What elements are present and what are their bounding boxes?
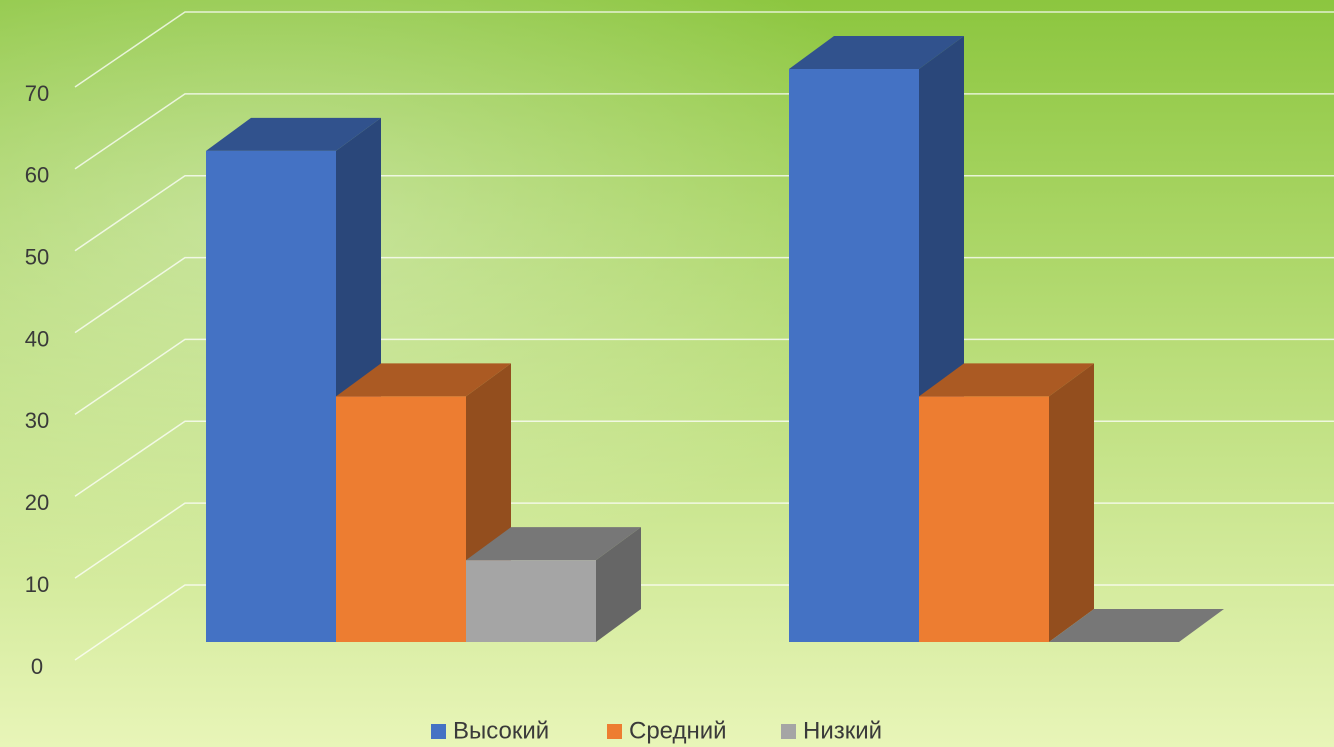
y-tick-label: 50 xyxy=(25,245,49,270)
y-tick-label: 60 xyxy=(25,163,49,188)
legend-swatch xyxy=(431,724,446,739)
bar xyxy=(919,396,1049,642)
bar-side xyxy=(1049,363,1094,642)
legend-swatch xyxy=(607,724,622,739)
bar xyxy=(336,396,466,642)
y-tick-label: 40 xyxy=(25,326,49,351)
legend-label: Низкий xyxy=(803,717,882,744)
bar xyxy=(206,151,336,642)
legend-label: Средний xyxy=(629,717,727,744)
chart: 0 10 20 30 40 50 60 70 Высокий Средний Низкий xyxy=(0,0,1334,747)
bar xyxy=(789,69,919,642)
bar xyxy=(466,560,596,642)
y-tick-label: 30 xyxy=(25,408,49,433)
legend-swatch xyxy=(781,724,796,739)
y-tick-label: 70 xyxy=(25,81,49,106)
legend-label: Высокий xyxy=(453,717,549,744)
y-tick-label: 20 xyxy=(25,490,49,515)
y-tick-label: 0 xyxy=(31,654,43,679)
y-tick-label: 10 xyxy=(25,572,49,597)
